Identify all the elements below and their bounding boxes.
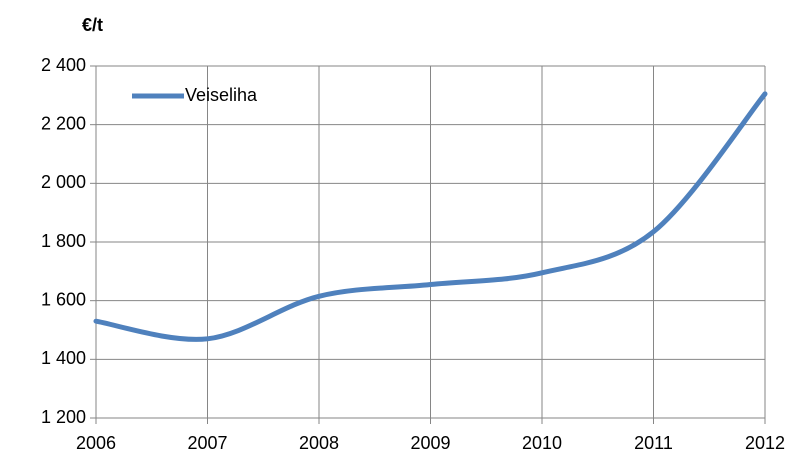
- x-tick-label: 2008: [299, 433, 339, 453]
- line: [93, 91, 768, 342]
- x-tick-label: 2012: [745, 433, 785, 453]
- x-tick-label: 2006: [76, 433, 116, 453]
- y-tick-label: 2 000: [41, 172, 86, 192]
- y-tick-label: 2 400: [41, 55, 86, 75]
- x-tick-label: 2007: [187, 433, 227, 453]
- y-tick-label: 1 400: [41, 348, 86, 368]
- legend-label: Veiseliha: [185, 85, 258, 105]
- y-axis-title: €/t: [82, 15, 103, 35]
- y-tick-label: 1 800: [41, 231, 86, 251]
- x-tick-label: 2011: [634, 433, 673, 453]
- x-tick-label: 2009: [410, 433, 450, 453]
- x-tick-label: 2010: [522, 433, 562, 453]
- y-tick-label: 2 200: [41, 113, 86, 133]
- y-tick-label: 1 600: [41, 289, 86, 309]
- y-tick-label: 1 200: [41, 407, 86, 427]
